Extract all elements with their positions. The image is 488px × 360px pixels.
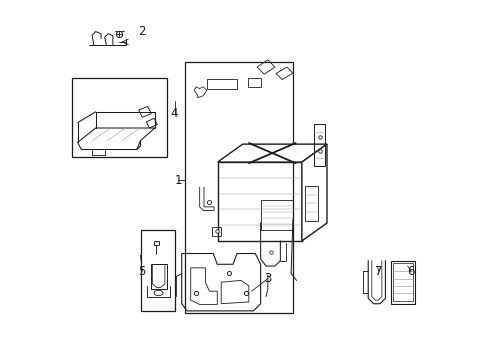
Text: 2: 2 [138, 25, 146, 38]
Text: 6: 6 [407, 265, 414, 278]
Bar [390, 261, 414, 304]
Text: 7: 7 [374, 265, 382, 278]
Bar [314, 125, 325, 166]
Text: 5: 5 [138, 265, 146, 278]
Bar [206, 78, 237, 89]
Bar [153, 241, 159, 244]
Polygon shape [301, 144, 326, 241]
Bar [247, 78, 260, 87]
Bar [392, 263, 412, 301]
Bar [305, 186, 317, 221]
Bar [217, 162, 301, 241]
Text: 4: 4 [170, 107, 178, 120]
Bar [185, 62, 292, 313]
Text: 1: 1 [174, 174, 182, 186]
Bar [261, 200, 293, 230]
Bar [212, 226, 221, 235]
Bar [150, 264, 166, 289]
Polygon shape [217, 144, 326, 162]
Bar [140, 230, 174, 311]
Bar [72, 78, 167, 157]
Text: 3: 3 [264, 272, 271, 285]
